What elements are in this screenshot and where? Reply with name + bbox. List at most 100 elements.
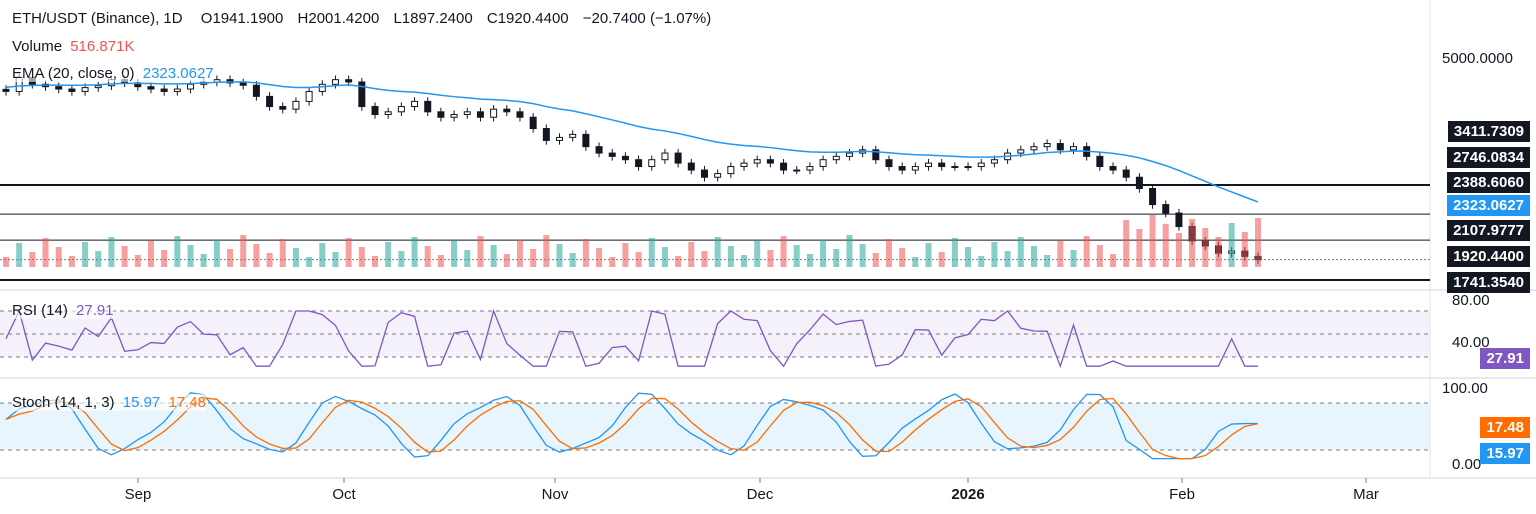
- candle-body: [766, 159, 774, 164]
- candle-body: [529, 116, 537, 130]
- volume-bar: [912, 257, 919, 267]
- candle-body: [371, 106, 379, 116]
- rsi-line: [5, 308, 1258, 369]
- change-value: −20.7400 (−1.07%): [582, 10, 712, 27]
- volume-bar: [938, 252, 945, 267]
- candle-body: [687, 162, 695, 171]
- volume-bar: [29, 252, 36, 267]
- candle-body: [832, 155, 840, 161]
- candle-body: [661, 152, 669, 161]
- volume-bar: [1083, 236, 1090, 267]
- candle-body: [569, 133, 577, 138]
- candle-body: [450, 114, 458, 118]
- price-tag-3: 2388.6060: [1447, 172, 1530, 193]
- volume-bar: [1030, 246, 1037, 267]
- candle-body: [1162, 204, 1170, 214]
- stoch-label: Stoch (14, 1, 3): [12, 394, 115, 411]
- symbol-title: ETH/USDT (Binance), 1D: [12, 10, 183, 27]
- volume-bar: [899, 248, 906, 267]
- volume-bar: [859, 244, 866, 267]
- volume-bar: [477, 236, 484, 267]
- volume-bar: [253, 244, 260, 267]
- candle-body: [753, 159, 761, 164]
- price-tag-ema: 2323.0627: [1447, 195, 1530, 216]
- time-label-oct: Oct: [332, 486, 356, 503]
- candle-body: [621, 155, 629, 161]
- volume-bar: [648, 238, 655, 267]
- volume-bar: [516, 240, 523, 267]
- candle-body: [279, 106, 287, 110]
- volume-bar: [635, 252, 642, 267]
- ema-value: 2323.0627: [142, 65, 214, 82]
- volume-bar: [780, 236, 787, 267]
- volume-bar: [1162, 224, 1169, 267]
- candle-body: [674, 152, 682, 164]
- volume-bar: [82, 242, 89, 267]
- stoch-legend: Stoch (14, 1, 3) 15.97 17.48: [12, 394, 206, 411]
- candle-body: [898, 166, 906, 171]
- volume-bar: [279, 239, 286, 267]
- candle-body: [358, 81, 366, 108]
- rsi-axis-40: 40.00: [1452, 334, 1490, 351]
- volume-bar: [240, 235, 247, 267]
- volume-bar: [951, 238, 958, 267]
- stoch-axis-0: 0.00: [1452, 456, 1482, 473]
- candle-body: [437, 111, 445, 118]
- volume-bar: [385, 242, 392, 267]
- ema-label: EMA (20, close, 0): [12, 65, 135, 82]
- volume-bar: [1070, 250, 1077, 267]
- candle-body: [806, 166, 814, 171]
- stoch-band: [0, 403, 1430, 450]
- time-label-2026: 2026: [951, 486, 985, 503]
- volume-bar: [675, 256, 682, 267]
- volume-bar: [490, 245, 497, 267]
- volume-bar: [292, 248, 299, 267]
- volume-bar: [121, 246, 128, 267]
- candle-body: [977, 162, 985, 168]
- candle-body: [951, 166, 959, 169]
- volume-bar: [503, 254, 510, 267]
- volume-bar: [1136, 229, 1143, 267]
- candle-body: [793, 169, 801, 172]
- candle-body: [700, 169, 708, 178]
- candle-body: [490, 108, 498, 118]
- volume-bar: [701, 251, 708, 267]
- candle-body: [885, 159, 893, 168]
- candle-body: [542, 128, 550, 141]
- open-value: 1941.1900: [212, 10, 284, 27]
- candle-body: [1175, 212, 1183, 228]
- candle-body: [714, 173, 722, 178]
- candle-body: [345, 79, 353, 83]
- candle-body: [911, 166, 919, 171]
- volume-bar: [68, 256, 75, 267]
- ema-line: [5, 81, 1259, 203]
- candle-body: [266, 95, 274, 108]
- volume-value: 516.871K: [70, 38, 135, 55]
- volume-bar: [846, 235, 853, 267]
- volume-bar: [227, 249, 234, 267]
- volume-bar: [451, 241, 458, 267]
- candle-body: [872, 149, 880, 161]
- volume-bar: [820, 240, 827, 267]
- volume-bar: [1044, 255, 1051, 267]
- low-label: L: [393, 10, 402, 27]
- candle-body: [1096, 155, 1104, 168]
- candle-body: [94, 85, 102, 89]
- volume-bar: [1057, 241, 1064, 267]
- candle-body: [68, 88, 76, 92]
- candle-body: [819, 159, 827, 168]
- candle-body: [648, 159, 656, 168]
- candle-body: [384, 111, 392, 116]
- candle-body: [1017, 149, 1025, 154]
- volume-bar: [306, 257, 313, 267]
- volume-bar: [991, 242, 998, 267]
- candle-body: [845, 152, 853, 157]
- stoch-k-tag: 15.97: [1480, 443, 1530, 464]
- candle-body: [476, 111, 484, 118]
- volume-bar: [1202, 228, 1209, 267]
- volume-bar: [925, 243, 932, 267]
- candle-body: [147, 86, 155, 90]
- volume-bar: [609, 257, 616, 267]
- volume-bar: [161, 250, 168, 267]
